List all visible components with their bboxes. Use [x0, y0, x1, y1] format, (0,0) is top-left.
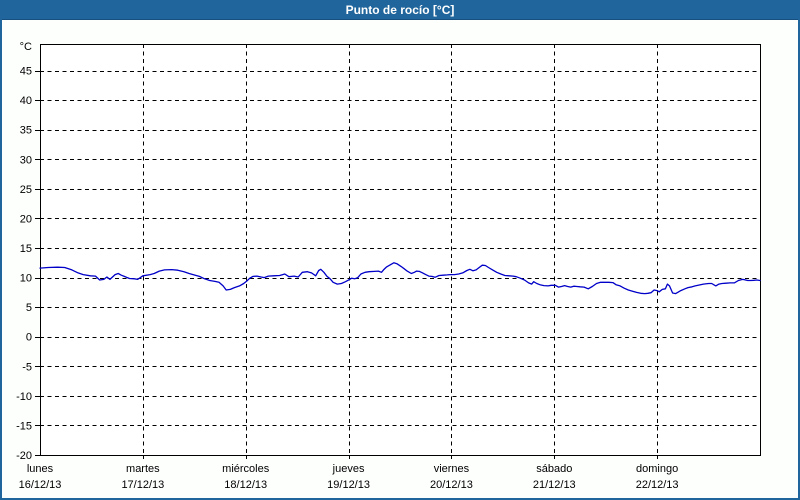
svg-text:45: 45	[20, 66, 32, 78]
day-date-label: 18/12/13	[224, 479, 267, 491]
svg-text:25: 25	[20, 184, 32, 196]
svg-text:35: 35	[20, 125, 32, 137]
tick-marks	[35, 71, 658, 459]
svg-text:-5: -5	[22, 361, 32, 373]
day-name-label: viernes	[434, 463, 470, 475]
svg-text:40: 40	[20, 95, 32, 107]
svg-text:20: 20	[20, 213, 32, 225]
day-date-label: 21/12/13	[533, 479, 576, 491]
day-date-label: 20/12/13	[430, 479, 473, 491]
svg-text:5: 5	[26, 302, 32, 314]
day-name-label: martes	[126, 463, 160, 475]
svg-text:-20: -20	[16, 450, 32, 462]
svg-text:15: 15	[20, 243, 32, 255]
svg-text:-10: -10	[16, 391, 32, 403]
svg-text:-15: -15	[16, 420, 32, 432]
day-name-label: jueves	[332, 463, 365, 475]
y-axis-labels: 45 40 35 30 25 20 15 10 5 0 -5 -10 -15 -20	[16, 66, 32, 462]
x-axis-labels: lunes 16/12/13 martes 17/12/13 miércoles 18/1…	[19, 463, 679, 491]
day-date-label: 22/12/13	[636, 479, 679, 491]
svg-text:10: 10	[20, 273, 32, 285]
chart-title: Punto de rocío [°C]	[345, 3, 455, 17]
day-name-label: lunes	[27, 463, 54, 475]
plot-area	[40, 44, 760, 455]
day-date-label: 17/12/13	[121, 479, 164, 491]
svg-text:30: 30	[20, 154, 32, 166]
svg-text:0: 0	[26, 332, 32, 344]
day-date-label: 16/12/13	[19, 479, 62, 491]
plot-border	[40, 44, 761, 456]
y-axis-unit-label: °C	[20, 41, 32, 53]
day-name-label: sábado	[536, 463, 572, 475]
y-gridlines	[40, 71, 760, 426]
dew-point-line	[39, 262, 761, 295]
x-gridlines	[143, 44, 658, 455]
day-name-label: miércoles	[222, 463, 270, 475]
title-bar: Punto de rocío [°C]	[2, 2, 798, 20]
day-name-label: domingo	[636, 463, 678, 475]
day-date-label: 19/12/13	[327, 479, 370, 491]
